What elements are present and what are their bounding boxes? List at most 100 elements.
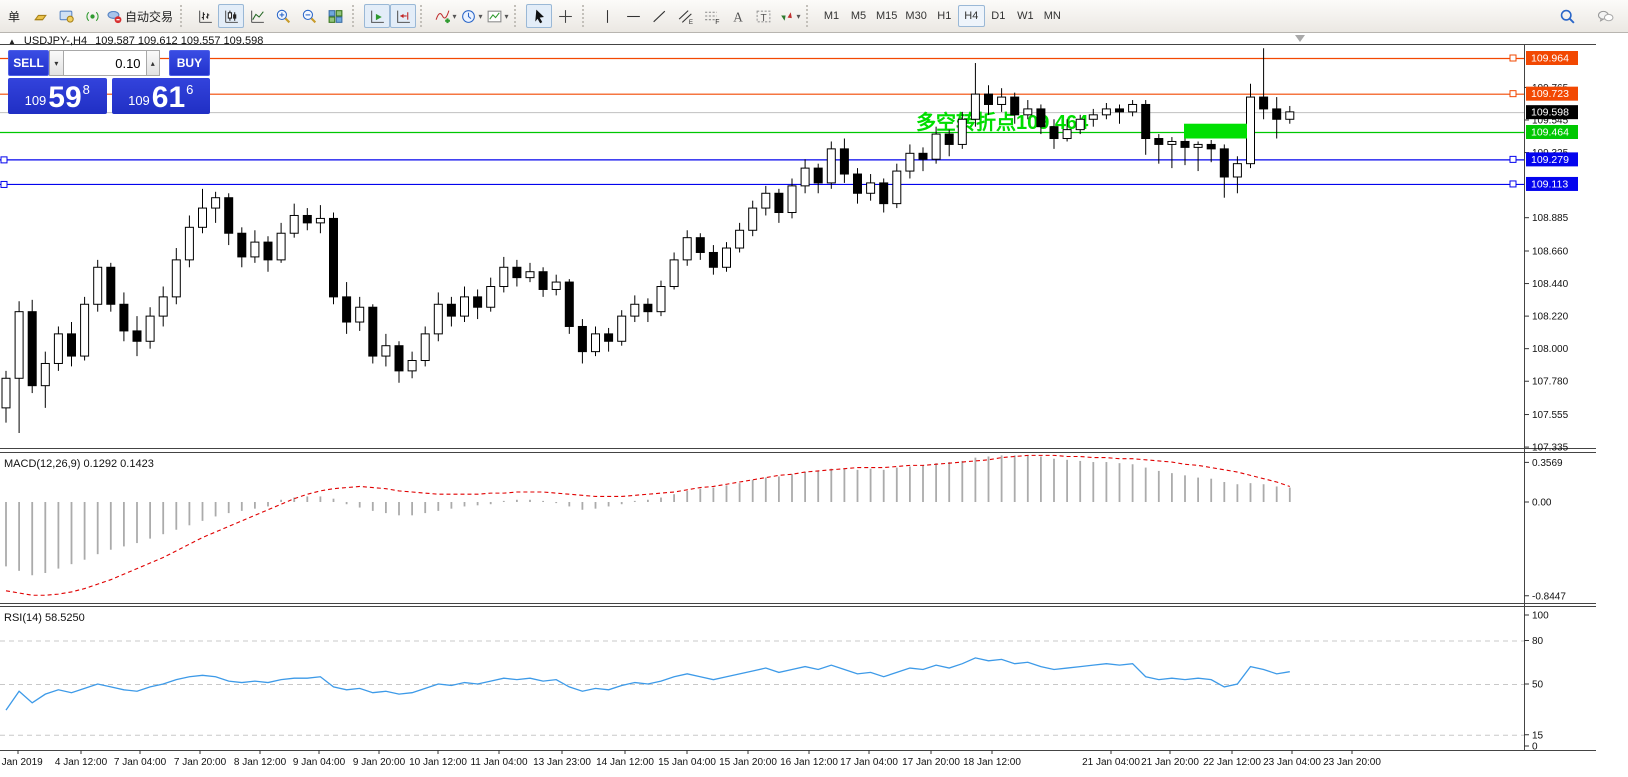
timeframe-W1[interactable]: W1 (1017, 10, 1034, 22)
trendline-button[interactable] (646, 4, 672, 28)
horizontal-level-lines[interactable] (0, 57, 1524, 188)
toolbar-separator (514, 5, 520, 27)
candle-body (473, 296, 483, 308)
rsi-label: RSI(14) 58.5250 (4, 612, 85, 624)
candle-body (748, 207, 758, 231)
candle-body (853, 173, 862, 194)
candle-body (53, 333, 63, 364)
candle-body (1115, 108, 1124, 113)
line-handle[interactable] (1509, 155, 1517, 163)
candlestick-chart-button[interactable] (218, 4, 245, 28)
candle-body (211, 197, 221, 209)
vertical-line-button[interactable] (594, 4, 620, 28)
sell-price-display[interactable]: 109 59 8 (8, 78, 107, 114)
dropdown-arrow-icon[interactable]: ▾ (452, 11, 457, 21)
cursor-button[interactable] (526, 4, 553, 28)
templates-button[interactable]: ▾ (484, 4, 510, 28)
arrows-button[interactable]: ▾ (776, 4, 802, 28)
text-label-icon: T (756, 10, 770, 23)
line-chart-button[interactable] (244, 4, 270, 28)
svg-text:0.3569: 0.3569 (1532, 458, 1563, 469)
indicators-button[interactable]: ▾ (432, 4, 458, 28)
rsi-indicator (0, 640, 1524, 736)
volume-input[interactable] (63, 50, 146, 76)
timeframe-H1[interactable]: H1 (937, 10, 952, 22)
fibonacci-button[interactable]: F (698, 4, 724, 28)
line-handle[interactable] (1509, 90, 1517, 98)
text-button[interactable]: A (724, 4, 750, 28)
candle-body (591, 333, 600, 353)
tile-windows-button[interactable] (322, 4, 348, 28)
toolbar-separator (352, 5, 358, 27)
dropdown-arrow-icon[interactable]: ▾ (504, 11, 509, 21)
sell-button[interactable]: SELL (8, 50, 50, 76)
timeframe-MN[interactable]: MN (1043, 10, 1061, 22)
svg-text:107.555: 107.555 (1532, 410, 1569, 421)
svg-text:7 Jan 20:00: 7 Jan 20:00 (174, 757, 227, 768)
buy-price-display[interactable]: 109 61 6 (111, 78, 210, 114)
horizontal-line-button[interactable] (620, 4, 646, 28)
candle-body (158, 296, 168, 317)
timeframe-M1[interactable]: M1 (823, 10, 840, 22)
candle-body (630, 303, 640, 317)
crosshair-icon (558, 9, 572, 23)
candle-body (682, 237, 692, 261)
toolbar-separator (582, 5, 588, 27)
candle-body (368, 306, 378, 357)
candle-body (879, 182, 889, 205)
candle-body (722, 247, 731, 268)
buy-button[interactable]: BUY (168, 50, 210, 76)
green-highlight-box[interactable] (1184, 123, 1247, 139)
volume-decrease-button[interactable]: ▾ (49, 50, 64, 76)
signal-button[interactable] (79, 4, 105, 28)
chart-title: ▲ USDJPY-,H4 109.587 109.612 109.557 109… (8, 35, 263, 47)
zoom-out-button[interactable] (296, 4, 322, 28)
candle-body (93, 266, 103, 305)
candle-body (1075, 118, 1085, 131)
text-label-button[interactable]: T (750, 4, 776, 28)
crosshair-button[interactable] (552, 4, 578, 28)
zoom-in-button[interactable] (270, 4, 296, 28)
dropdown-arrow-icon[interactable]: ▾ (796, 11, 801, 21)
timeframe-D1[interactable]: D1 (991, 10, 1006, 22)
candle-body (27, 311, 37, 387)
bar-chart-button[interactable] (192, 4, 218, 28)
chart-shift-marker-icon[interactable] (1295, 35, 1305, 42)
auto-scroll-button[interactable] (364, 4, 391, 28)
timeframe-M15[interactable]: M15 (876, 10, 898, 22)
volume-increase-button[interactable]: ▴ (145, 50, 160, 76)
templates-icon (487, 10, 501, 22)
timeframe-M30[interactable]: M30 (905, 10, 927, 22)
price-badge (1526, 86, 1578, 101)
candle-body (80, 303, 90, 357)
channel-button[interactable]: E (672, 4, 698, 28)
new-order-button[interactable]: 单 (1, 4, 27, 28)
line-handle[interactable] (1509, 180, 1517, 188)
autotrade-button[interactable]: 自动交易 (105, 4, 176, 28)
periods-button[interactable]: ▾ (458, 4, 484, 28)
svg-text:13 Jan 23:00: 13 Jan 23:00 (533, 757, 591, 768)
svg-text:16 Jan 12:00: 16 Jan 12:00 (780, 757, 838, 768)
chart-shift-button[interactable] (390, 4, 417, 28)
search-button[interactable] (1554, 4, 1580, 28)
metaeditor-button[interactable] (53, 4, 79, 28)
dropdown-arrow-icon[interactable]: ▾ (478, 11, 483, 21)
annotation-text[interactable]: 多空转折点109.464 (916, 110, 1089, 134)
candle-body (67, 333, 76, 357)
toolbar-separator (420, 5, 426, 27)
gold-bar-button[interactable] (27, 4, 53, 28)
collapse-panel-icon[interactable]: ▲ (8, 36, 16, 46)
svg-text:109.464: 109.464 (1531, 127, 1569, 139)
candlestick-series[interactable] (1, 48, 1295, 434)
line-handle[interactable] (0, 156, 8, 164)
timeframe-H4[interactable]: H4 (957, 5, 985, 27)
candle-body (577, 325, 587, 353)
chat-button[interactable] (1592, 4, 1618, 28)
candle-body (1141, 103, 1151, 140)
line-handle[interactable] (1509, 54, 1517, 62)
line-handle[interactable] (0, 180, 8, 188)
candle-body (669, 259, 679, 288)
timeframe-M5[interactable]: M5 (850, 10, 867, 22)
svg-text:4 Jan 12:00: 4 Jan 12:00 (55, 757, 108, 768)
